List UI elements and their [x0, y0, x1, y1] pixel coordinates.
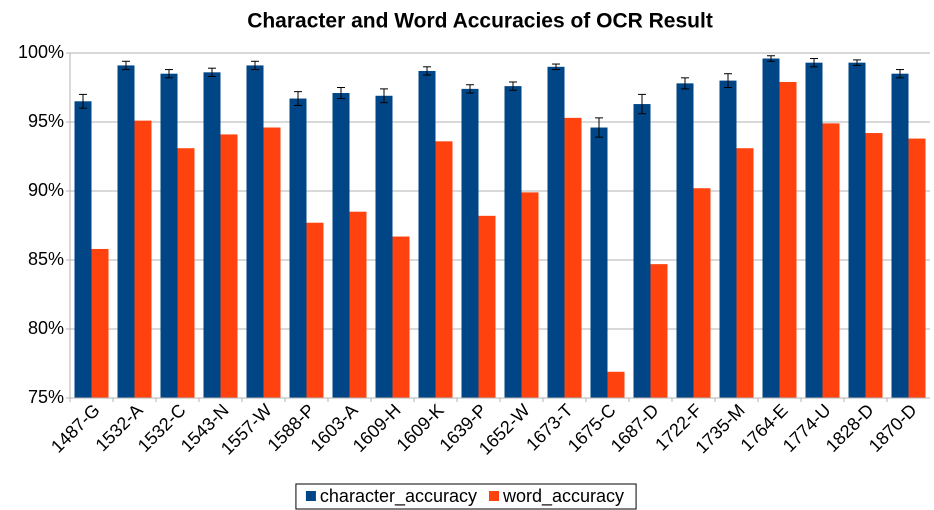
x-tick-label: 1687-D [607, 400, 663, 456]
bar [719, 80, 737, 398]
bar [822, 123, 840, 398]
error-bar [853, 59, 861, 66]
error-bar [552, 63, 560, 71]
error-bar [294, 91, 302, 106]
error-bar [466, 84, 474, 94]
bar [805, 62, 823, 398]
error-bar [251, 60, 259, 71]
bar [547, 66, 565, 399]
bar [117, 65, 135, 399]
chart-title: Character and Word Accuracies of OCR Res… [247, 10, 713, 33]
y-tick-label: 75% [28, 387, 64, 407]
bar [762, 58, 780, 399]
error-bar [724, 73, 732, 88]
bar [246, 65, 264, 399]
bar [865, 133, 883, 399]
error-bar [638, 93, 646, 115]
bar [375, 95, 393, 398]
error-bar [165, 69, 173, 79]
bar [521, 192, 539, 398]
y-tick-label: 85% [28, 249, 64, 269]
bar [779, 81, 797, 398]
bar [220, 134, 238, 399]
bar [590, 127, 608, 399]
error-bar [681, 77, 689, 90]
bar [177, 148, 195, 398]
legend-label: character_accuracy [320, 486, 477, 507]
bar [676, 83, 694, 399]
bar [908, 138, 926, 398]
bar [289, 98, 307, 398]
bar [392, 236, 410, 398]
legend: character_accuracy word_accuracy [295, 483, 637, 510]
bar [74, 101, 92, 399]
bar [160, 73, 178, 398]
bar [478, 215, 496, 398]
legend-swatch [305, 491, 316, 501]
bar [633, 104, 651, 398]
bar [736, 148, 754, 398]
bar [607, 371, 625, 398]
bar [891, 73, 909, 398]
bar [564, 117, 582, 399]
error-bar [122, 60, 130, 71]
x-tick-label: 1609-K [392, 400, 447, 455]
error-bar [810, 58, 818, 68]
bar [435, 141, 453, 398]
bar [349, 211, 367, 398]
bar [693, 188, 711, 398]
error-bar [79, 93, 87, 109]
y-tick-label: 95% [28, 111, 64, 131]
x-tick-label: 1588-P [263, 400, 318, 455]
x-tick-label: 1487-G [47, 400, 104, 457]
error-bar [423, 66, 431, 76]
bar [134, 120, 152, 399]
error-bar [896, 69, 904, 79]
legend-box [295, 483, 637, 510]
error-bar [337, 87, 345, 100]
bar [203, 72, 221, 398]
error-bar [208, 67, 216, 77]
error-bar [509, 81, 517, 91]
y-tick-label: 100% [18, 42, 64, 62]
bar [332, 93, 350, 399]
bar [91, 248, 109, 398]
bar [650, 264, 668, 398]
bar [418, 70, 436, 398]
bar [263, 127, 281, 399]
error-bar [380, 88, 388, 104]
bar [461, 88, 479, 398]
bar [306, 222, 324, 398]
legend-label: word_accuracy [502, 486, 624, 507]
bar [848, 62, 866, 398]
error-bar [595, 117, 603, 138]
error-bar [767, 55, 775, 62]
legend-swatch [489, 491, 500, 501]
bar [504, 86, 522, 399]
x-tick-label: 1870-D [865, 400, 921, 456]
y-tick-label: 90% [28, 180, 64, 200]
y-tick-label: 80% [28, 318, 64, 338]
x-tick-label: 1609-H [349, 400, 405, 456]
